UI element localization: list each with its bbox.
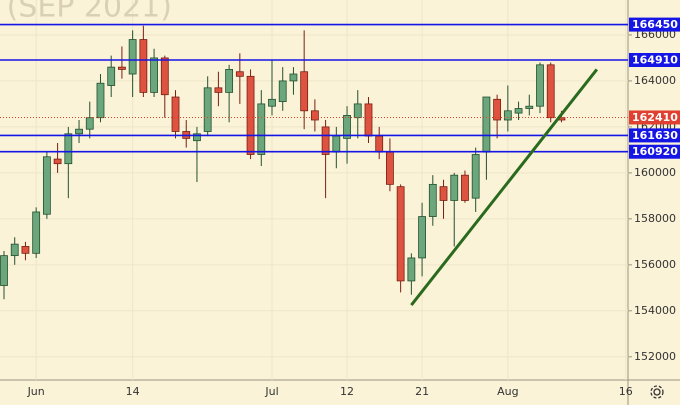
- x-tick-label: 16: [619, 385, 633, 398]
- candle-body: [493, 98, 502, 121]
- candle-body: [268, 98, 276, 107]
- level-label: 164910: [632, 54, 678, 67]
- candle-body: [461, 174, 469, 201]
- candle-body: [396, 186, 405, 282]
- candle-body: [439, 186, 448, 201]
- candle-body: [64, 133, 73, 165]
- level-box: [629, 144, 680, 159]
- candle-body: [257, 103, 266, 155]
- candle-body: [53, 158, 62, 165]
- x-tick-label: 21: [415, 385, 429, 398]
- candle-body: [428, 183, 437, 217]
- settings-gear[interactable]: [650, 385, 664, 399]
- candle-body: [10, 243, 19, 257]
- y-tick-label: 154000: [634, 304, 676, 317]
- candle-body: [32, 211, 41, 254]
- candle-body: [386, 151, 394, 185]
- x-tick-label: 14: [126, 385, 140, 398]
- level-label: 166450: [632, 18, 678, 31]
- candle-body: [450, 174, 459, 201]
- trend-line: [410, 68, 598, 306]
- candle-body: [214, 87, 223, 93]
- candle-body: [278, 80, 287, 103]
- chart-title: S (SEP 2021): [0, 0, 172, 25]
- candle-body: [503, 110, 512, 121]
- candle-body: [75, 128, 83, 135]
- candle-body: [525, 105, 534, 109]
- candle-body: [482, 96, 491, 153]
- level-box: [629, 128, 680, 143]
- level-label: 160920: [632, 145, 678, 158]
- candle-body: [321, 126, 330, 155]
- candle-body: [171, 96, 180, 132]
- candle-body: [107, 66, 116, 86]
- x-tick-label: Jul: [264, 385, 278, 398]
- level-box: [629, 53, 680, 67]
- candle-body: [225, 69, 234, 93]
- candle-body: [546, 64, 555, 119]
- y-tick-label: 158000: [634, 212, 676, 225]
- y-tick-label: 152000: [634, 350, 676, 363]
- candle-body: [289, 73, 298, 82]
- candle-body: [353, 103, 362, 119]
- candle-body: [160, 57, 169, 96]
- candle-body: [21, 246, 30, 254]
- candle-body: [514, 108, 523, 114]
- candle-body: [128, 39, 137, 75]
- last-price-box: [629, 110, 680, 125]
- candle-body: [118, 66, 126, 70]
- candle-body: [0, 255, 8, 286]
- level-label: 161630: [632, 129, 678, 142]
- candle-body: [96, 82, 105, 119]
- x-tick-label: Jun: [27, 385, 45, 398]
- candle-body: [246, 75, 255, 155]
- candle-body: [203, 87, 212, 132]
- candle-body: [193, 133, 201, 142]
- y-tick-label: 156000: [634, 258, 676, 271]
- x-tick-label: 12: [340, 385, 354, 398]
- y-tick-label: 160000: [634, 166, 676, 179]
- candle-body: [343, 115, 351, 139]
- candle-body: [300, 71, 309, 112]
- candle-body: [310, 110, 319, 121]
- x-tick-label: Aug: [497, 385, 518, 398]
- candle-body: [332, 135, 341, 153]
- y-tick-label: 164000: [634, 74, 676, 87]
- candle-body: [150, 57, 158, 93]
- candle-body: [42, 156, 51, 215]
- candle-body: [235, 71, 244, 77]
- candle-body: [471, 154, 480, 199]
- candle-body: [364, 103, 373, 137]
- candle-body: [139, 39, 148, 93]
- last-price-label: 162410: [632, 111, 678, 124]
- level-box: [629, 17, 680, 32]
- candle-body: [375, 135, 384, 153]
- candle-body: [407, 257, 416, 282]
- candle-body: [85, 117, 94, 130]
- candle-body: [418, 216, 426, 259]
- candle-body: [536, 64, 544, 107]
